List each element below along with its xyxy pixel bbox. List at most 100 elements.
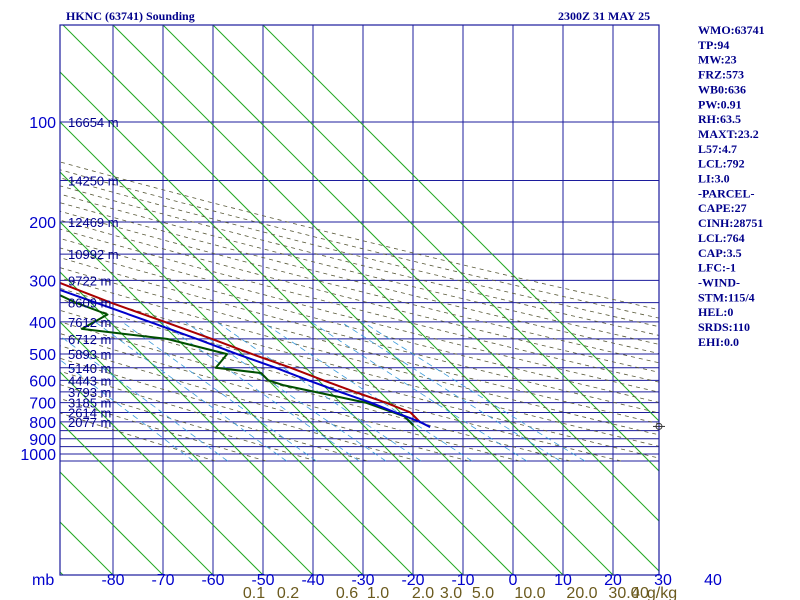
mixing-ratio-label: 40: [631, 585, 649, 600]
stat-line: EHI:0.0: [698, 335, 739, 349]
temperature-tick-label: -60: [201, 572, 224, 589]
temperature-tick-label: -50: [251, 572, 274, 589]
pressure-tick-label: 600: [29, 373, 56, 390]
mixing-ratio-line: [160, 321, 360, 462]
stat-line: FRZ:573: [698, 68, 744, 82]
pressure-tick-label: 400: [29, 315, 56, 332]
dry-adiabat-line: [60, 412, 216, 462]
isotherm-line: [262, 25, 659, 422]
dry-adiabat-line: [60, 193, 659, 345]
isotherm-line: [60, 471, 164, 575]
isotherm-line: [60, 421, 214, 575]
temperature-tick-label: 20: [604, 572, 622, 589]
temperature-tick-label: 10: [554, 572, 572, 589]
stat-line: LI:3.0: [698, 172, 730, 186]
height-label: 9722 m: [68, 273, 111, 288]
pressure-tick-label: 700: [29, 396, 56, 413]
stat-line: CINH:28751: [698, 216, 763, 230]
height-label: 5140 m: [68, 361, 111, 376]
stat-line: WMO:63741: [698, 23, 765, 37]
temperature-tick-label: -70: [151, 572, 174, 589]
isotherm-line: [162, 25, 659, 522]
pressure-tick-label: 300: [29, 273, 56, 290]
height-label: 3185 m: [68, 396, 111, 411]
stat-line: -PARCEL-: [698, 186, 754, 200]
stat-line: RH:63.5: [698, 112, 741, 126]
dry-adiabat-line: [60, 257, 659, 414]
parcel-line: [60, 288, 431, 428]
height-label: 14250 m: [68, 173, 119, 188]
temperature-tick-label: 0: [509, 572, 518, 589]
wind-marker-icon: [655, 422, 663, 430]
temperature-line: [60, 281, 421, 423]
dry-adiabat-line: [60, 177, 659, 328]
mixing-ratio-line: [216, 321, 422, 462]
dry-adiabat-line: [60, 210, 659, 364]
height-label: 3793 m: [68, 385, 111, 400]
dry-adiabat-line: [60, 161, 659, 311]
stat-line: MAXT:23.2: [698, 127, 759, 141]
height-label: 2614 m: [68, 406, 111, 421]
dry-adiabat-line: [60, 357, 419, 462]
mixing-ratio-label: 30.0: [608, 585, 639, 600]
height-label: 4443 m: [68, 373, 111, 388]
dry-adiabat-line: [60, 185, 659, 336]
mixing-ratio-label: 0.6: [336, 585, 358, 600]
dry-adiabat-line: [60, 219, 659, 373]
stat-line: MW:23: [698, 53, 737, 67]
temperature-tick-label: -40: [301, 572, 324, 589]
height-label: 10992 m: [68, 247, 119, 262]
height-label: 6712 m: [68, 332, 111, 347]
mixing-ratio-label: 20.0: [566, 585, 597, 600]
pressure-tick-label: 100: [29, 115, 56, 132]
mixing-ratio-line: [60, 335, 228, 462]
mixing-ratio-line: [340, 321, 561, 462]
pressure-unit-label: mb: [32, 572, 54, 589]
isotherm-line: [0, 25, 13, 575]
mixing-ratio-line: [362, 321, 586, 462]
mixing-ratio-line: [121, 321, 317, 462]
height-label: 16654 m: [68, 115, 119, 130]
mixing-ratio-label: 0.1: [243, 585, 265, 600]
mixing-ratio-line: [94, 321, 287, 462]
isotherm-line: [62, 25, 614, 575]
height-label: 5893 m: [68, 347, 111, 362]
mixing-ratio-label: 10.0: [514, 585, 545, 600]
height-label: 12469 m: [68, 215, 119, 230]
mixing-ratio-line: [310, 321, 527, 462]
isotherm-line: [212, 25, 659, 472]
temperature-tick-label: -80: [101, 572, 124, 589]
mixing-ratio-label: 3.0: [440, 585, 462, 600]
isotherm-line: [60, 321, 314, 575]
mixing-ratio-line: [184, 321, 387, 462]
isotherm-line: [60, 121, 514, 575]
temperature-tick-label: 30: [654, 572, 672, 589]
chart-title-left: HKNC (63741) Sounding: [66, 9, 195, 23]
pressure-tick-label: 500: [29, 347, 56, 364]
height-label: 2077 m: [68, 415, 111, 430]
temperature-tick-label: -10: [451, 572, 474, 589]
stat-line: L57:4.7: [698, 142, 737, 156]
isotherm-line: [60, 271, 364, 575]
stat-line: WB0:636: [698, 82, 746, 96]
stat-line: STM:115/4: [698, 290, 755, 304]
isotherm-line: [60, 71, 564, 575]
stat-line: SRDS:110: [698, 320, 750, 334]
stat-line: LCL:792: [698, 157, 745, 171]
height-label: 8609 m: [68, 296, 111, 311]
dry-adiabat-line: [60, 309, 622, 462]
mixing-ratio-label: 0.2: [277, 585, 299, 600]
pressure-tick-label: 900: [29, 432, 56, 449]
dry-adiabat-line: [60, 247, 659, 403]
dewpoint-line: [60, 294, 415, 427]
dry-adiabat-line: [60, 169, 659, 319]
temperature-tick-label: 40: [704, 572, 722, 589]
dry-adiabat-line: [60, 238, 659, 393]
stat-line: HEL:0: [698, 305, 733, 319]
pressure-tick-label: 200: [29, 215, 56, 232]
chart-title-right: 2300Z 31 MAY 25: [558, 9, 650, 23]
stat-line: LFC:-1: [698, 261, 736, 275]
mixing-ratio-label: g/kg: [647, 585, 677, 600]
stat-line: LCL:764: [698, 231, 745, 245]
